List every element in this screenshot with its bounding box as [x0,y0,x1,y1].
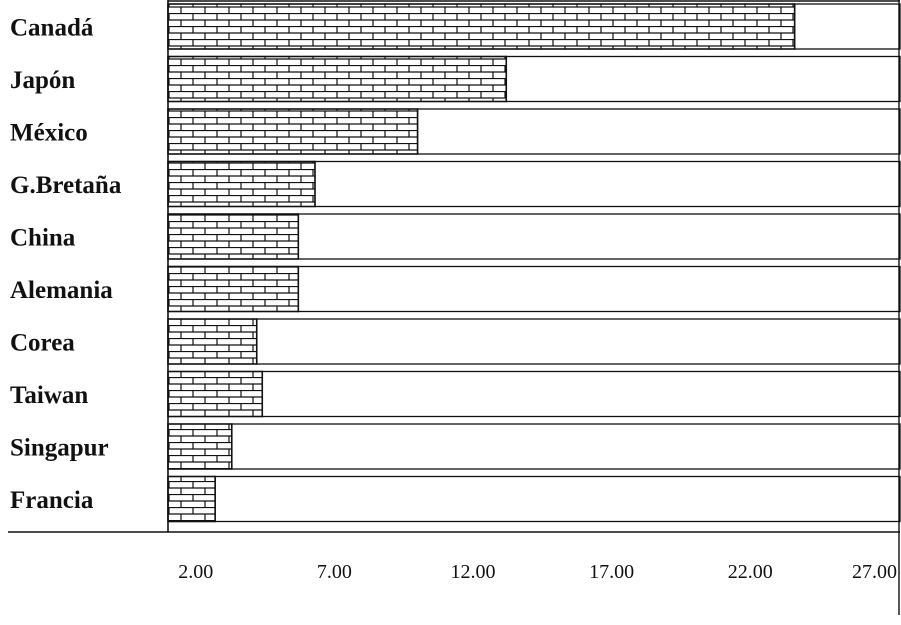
bar-remainder-5 [297,213,901,260]
bar-remainder-4 [314,160,901,208]
bar-remainder-10 [214,475,901,523]
bar-remainder-6 [297,265,901,313]
x-tick-label-1: 2.00 [178,561,213,583]
bar-remainder-2 [505,55,901,103]
category-label-3: México [10,120,88,147]
category-label-10: Francia [10,487,94,514]
bar-remainder-1 [793,3,901,50]
bar-9 [167,423,233,470]
bar-4 [167,160,316,208]
category-label-7: Corea [10,330,75,357]
bar-2 [167,55,508,103]
category-label-9: Singapur [10,435,109,462]
x-tick-label-5: 22.00 [728,561,773,583]
bar-remainder-9 [231,423,901,470]
category-label-5: China [10,225,76,252]
bar-8 [167,370,264,418]
category-label-8: Taiwan [10,382,88,409]
x-tick-label-6: 27.00 [852,561,897,583]
bar-remainder-7 [256,318,901,365]
bar-remainder-3 [416,108,901,155]
bar-3 [167,108,419,155]
x-tick-label-2: 7.00 [317,561,352,583]
bar-7 [167,318,258,365]
x-tick-label-4: 17.00 [589,561,634,583]
bar-10 [167,475,216,523]
bar-remainder-8 [261,370,901,418]
category-label-4: G.Bretaña [10,172,122,199]
bar-5 [167,213,300,260]
category-label-1: Canadá [10,15,94,42]
bar-1 [167,3,796,50]
bar-6 [167,265,300,313]
category-label-6: Alemania [10,277,113,304]
category-label-2: Japón [10,67,75,94]
x-tick-label-3: 12.00 [451,561,496,583]
